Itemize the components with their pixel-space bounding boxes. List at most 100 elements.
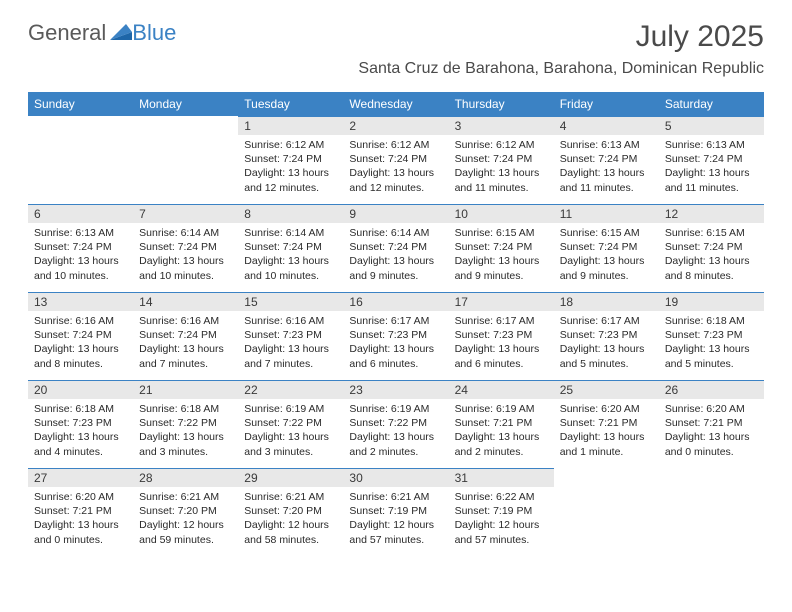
day-number: 15 bbox=[238, 292, 343, 311]
title-block: July 2025 Santa Cruz de Barahona, Baraho… bbox=[358, 20, 764, 78]
day-details: Sunrise: 6:18 AMSunset: 7:23 PMDaylight:… bbox=[659, 311, 764, 375]
day-details: Sunrise: 6:15 AMSunset: 7:24 PMDaylight:… bbox=[449, 223, 554, 287]
day-details: Sunrise: 6:14 AMSunset: 7:24 PMDaylight:… bbox=[238, 223, 343, 287]
brand-word-2: Blue bbox=[132, 20, 176, 46]
calendar-cell: 9Sunrise: 6:14 AMSunset: 7:24 PMDaylight… bbox=[343, 204, 448, 292]
day-number: 13 bbox=[28, 292, 133, 311]
calendar-cell: 10Sunrise: 6:15 AMSunset: 7:24 PMDayligh… bbox=[449, 204, 554, 292]
calendar-cell: 24Sunrise: 6:19 AMSunset: 7:21 PMDayligh… bbox=[449, 380, 554, 468]
day-number: 11 bbox=[554, 204, 659, 223]
day-number: 20 bbox=[28, 380, 133, 399]
day-number: 28 bbox=[133, 468, 238, 487]
day-details: Sunrise: 6:12 AMSunset: 7:24 PMDaylight:… bbox=[343, 135, 448, 199]
calendar-cell: 21Sunrise: 6:18 AMSunset: 7:22 PMDayligh… bbox=[133, 380, 238, 468]
calendar-cell: 20Sunrise: 6:18 AMSunset: 7:23 PMDayligh… bbox=[28, 380, 133, 468]
calendar-cell: 31Sunrise: 6:22 AMSunset: 7:19 PMDayligh… bbox=[449, 468, 554, 556]
day-number: 14 bbox=[133, 292, 238, 311]
calendar-cell: 7Sunrise: 6:14 AMSunset: 7:24 PMDaylight… bbox=[133, 204, 238, 292]
day-number: 31 bbox=[449, 468, 554, 487]
calendar-cell: 6Sunrise: 6:13 AMSunset: 7:24 PMDaylight… bbox=[28, 204, 133, 292]
calendar-cell: 22Sunrise: 6:19 AMSunset: 7:22 PMDayligh… bbox=[238, 380, 343, 468]
day-details: Sunrise: 6:17 AMSunset: 7:23 PMDaylight:… bbox=[554, 311, 659, 375]
day-number: 16 bbox=[343, 292, 448, 311]
day-number: 23 bbox=[343, 380, 448, 399]
day-details: Sunrise: 6:13 AMSunset: 7:24 PMDaylight:… bbox=[28, 223, 133, 287]
calendar-cell bbox=[659, 468, 764, 556]
day-number: 18 bbox=[554, 292, 659, 311]
calendar-cell: 16Sunrise: 6:17 AMSunset: 7:23 PMDayligh… bbox=[343, 292, 448, 380]
day-number: 7 bbox=[133, 204, 238, 223]
day-details: Sunrise: 6:17 AMSunset: 7:23 PMDaylight:… bbox=[449, 311, 554, 375]
calendar-cell: 27Sunrise: 6:20 AMSunset: 7:21 PMDayligh… bbox=[28, 468, 133, 556]
calendar-cell: 25Sunrise: 6:20 AMSunset: 7:21 PMDayligh… bbox=[554, 380, 659, 468]
brand-logo: General Blue bbox=[28, 20, 176, 46]
calendar-cell: 28Sunrise: 6:21 AMSunset: 7:20 PMDayligh… bbox=[133, 468, 238, 556]
calendar-cell: 3Sunrise: 6:12 AMSunset: 7:24 PMDaylight… bbox=[449, 116, 554, 204]
day-details: Sunrise: 6:14 AMSunset: 7:24 PMDaylight:… bbox=[133, 223, 238, 287]
day-details: Sunrise: 6:16 AMSunset: 7:23 PMDaylight:… bbox=[238, 311, 343, 375]
weekday-header: Friday bbox=[554, 92, 659, 116]
calendar-cell: 4Sunrise: 6:13 AMSunset: 7:24 PMDaylight… bbox=[554, 116, 659, 204]
day-details: Sunrise: 6:17 AMSunset: 7:23 PMDaylight:… bbox=[343, 311, 448, 375]
location-text: Santa Cruz de Barahona, Barahona, Domini… bbox=[358, 60, 764, 78]
calendar-cell: 1Sunrise: 6:12 AMSunset: 7:24 PMDaylight… bbox=[238, 116, 343, 204]
day-number: 1 bbox=[238, 116, 343, 135]
day-number: 30 bbox=[343, 468, 448, 487]
day-details: Sunrise: 6:21 AMSunset: 7:20 PMDaylight:… bbox=[133, 487, 238, 551]
calendar-cell: 17Sunrise: 6:17 AMSunset: 7:23 PMDayligh… bbox=[449, 292, 554, 380]
day-number: 17 bbox=[449, 292, 554, 311]
calendar-cell: 11Sunrise: 6:15 AMSunset: 7:24 PMDayligh… bbox=[554, 204, 659, 292]
calendar-cell: 19Sunrise: 6:18 AMSunset: 7:23 PMDayligh… bbox=[659, 292, 764, 380]
month-title: July 2025 bbox=[358, 20, 764, 54]
calendar-week-row: 27Sunrise: 6:20 AMSunset: 7:21 PMDayligh… bbox=[28, 468, 764, 556]
day-details: Sunrise: 6:14 AMSunset: 7:24 PMDaylight:… bbox=[343, 223, 448, 287]
day-number: 21 bbox=[133, 380, 238, 399]
day-details: Sunrise: 6:20 AMSunset: 7:21 PMDaylight:… bbox=[659, 399, 764, 463]
day-details: Sunrise: 6:16 AMSunset: 7:24 PMDaylight:… bbox=[28, 311, 133, 375]
weekday-header: Monday bbox=[133, 92, 238, 116]
day-details: Sunrise: 6:19 AMSunset: 7:22 PMDaylight:… bbox=[343, 399, 448, 463]
day-number: 12 bbox=[659, 204, 764, 223]
day-details: Sunrise: 6:12 AMSunset: 7:24 PMDaylight:… bbox=[238, 135, 343, 199]
day-number: 24 bbox=[449, 380, 554, 399]
weekday-row: SundayMondayTuesdayWednesdayThursdayFrid… bbox=[28, 92, 764, 116]
calendar-week-row: 1Sunrise: 6:12 AMSunset: 7:24 PMDaylight… bbox=[28, 116, 764, 204]
day-number: 3 bbox=[449, 116, 554, 135]
day-details: Sunrise: 6:21 AMSunset: 7:19 PMDaylight:… bbox=[343, 487, 448, 551]
day-details: Sunrise: 6:15 AMSunset: 7:24 PMDaylight:… bbox=[659, 223, 764, 287]
day-number-empty bbox=[659, 468, 764, 486]
calendar-cell: 15Sunrise: 6:16 AMSunset: 7:23 PMDayligh… bbox=[238, 292, 343, 380]
calendar-cell bbox=[554, 468, 659, 556]
calendar-cell: 26Sunrise: 6:20 AMSunset: 7:21 PMDayligh… bbox=[659, 380, 764, 468]
day-number: 22 bbox=[238, 380, 343, 399]
calendar-cell: 2Sunrise: 6:12 AMSunset: 7:24 PMDaylight… bbox=[343, 116, 448, 204]
day-details: Sunrise: 6:13 AMSunset: 7:24 PMDaylight:… bbox=[554, 135, 659, 199]
day-number: 19 bbox=[659, 292, 764, 311]
weekday-header: Sunday bbox=[28, 92, 133, 116]
day-details: Sunrise: 6:19 AMSunset: 7:21 PMDaylight:… bbox=[449, 399, 554, 463]
day-details: Sunrise: 6:16 AMSunset: 7:24 PMDaylight:… bbox=[133, 311, 238, 375]
weekday-header: Wednesday bbox=[343, 92, 448, 116]
calendar-week-row: 20Sunrise: 6:18 AMSunset: 7:23 PMDayligh… bbox=[28, 380, 764, 468]
day-details: Sunrise: 6:13 AMSunset: 7:24 PMDaylight:… bbox=[659, 135, 764, 199]
day-number: 25 bbox=[554, 380, 659, 399]
calendar-cell: 13Sunrise: 6:16 AMSunset: 7:24 PMDayligh… bbox=[28, 292, 133, 380]
day-details: Sunrise: 6:15 AMSunset: 7:24 PMDaylight:… bbox=[554, 223, 659, 287]
calendar-cell: 8Sunrise: 6:14 AMSunset: 7:24 PMDaylight… bbox=[238, 204, 343, 292]
day-details: Sunrise: 6:18 AMSunset: 7:22 PMDaylight:… bbox=[133, 399, 238, 463]
day-number-empty bbox=[28, 116, 133, 134]
calendar-cell: 30Sunrise: 6:21 AMSunset: 7:19 PMDayligh… bbox=[343, 468, 448, 556]
weekday-header: Saturday bbox=[659, 92, 764, 116]
day-number: 26 bbox=[659, 380, 764, 399]
brand-word-1: General bbox=[28, 20, 106, 46]
calendar-week-row: 6Sunrise: 6:13 AMSunset: 7:24 PMDaylight… bbox=[28, 204, 764, 292]
day-details: Sunrise: 6:19 AMSunset: 7:22 PMDaylight:… bbox=[238, 399, 343, 463]
calendar-cell: 18Sunrise: 6:17 AMSunset: 7:23 PMDayligh… bbox=[554, 292, 659, 380]
weekday-header: Tuesday bbox=[238, 92, 343, 116]
day-number-empty bbox=[133, 116, 238, 134]
calendar-cell bbox=[133, 116, 238, 204]
page-header: General Blue July 2025 Santa Cruz de Bar… bbox=[0, 0, 792, 82]
day-details: Sunrise: 6:20 AMSunset: 7:21 PMDaylight:… bbox=[554, 399, 659, 463]
calendar-cell: 29Sunrise: 6:21 AMSunset: 7:20 PMDayligh… bbox=[238, 468, 343, 556]
day-number: 27 bbox=[28, 468, 133, 487]
